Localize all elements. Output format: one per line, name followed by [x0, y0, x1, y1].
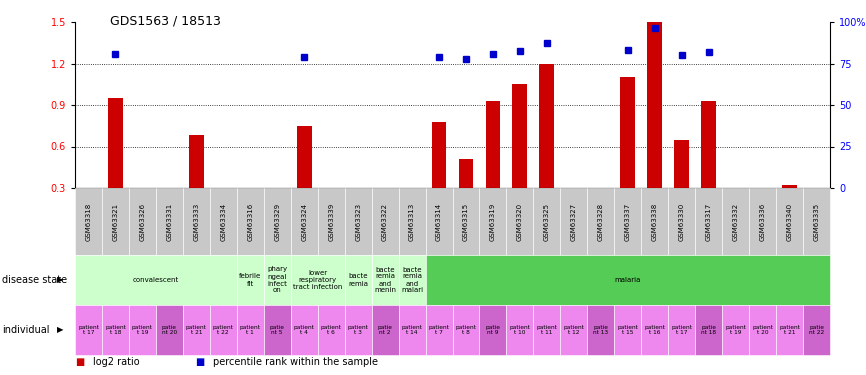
Text: patient
t 19: patient t 19: [132, 325, 152, 335]
Text: ■: ■: [75, 357, 84, 367]
Bar: [297, 126, 312, 188]
Text: patient
t 21: patient t 21: [186, 325, 207, 335]
Text: individual: individual: [2, 325, 49, 335]
Text: ▶: ▶: [57, 326, 63, 334]
Text: patient
t 21: patient t 21: [779, 325, 800, 335]
Text: GSM63339: GSM63339: [328, 202, 334, 241]
Bar: [431, 122, 447, 188]
Bar: [540, 63, 554, 188]
Text: GSM63321: GSM63321: [113, 202, 119, 241]
Text: patie
nt 2: patie nt 2: [378, 325, 392, 335]
Text: log2 ratio: log2 ratio: [93, 357, 139, 367]
Text: patient
t 10: patient t 10: [509, 325, 530, 335]
Text: GSM63322: GSM63322: [382, 202, 388, 240]
Text: GSM63323: GSM63323: [355, 202, 361, 241]
Text: percentile rank within the sample: percentile rank within the sample: [213, 357, 378, 367]
Text: bacte
remia
and
menin: bacte remia and menin: [374, 267, 396, 294]
Text: bacte
remia: bacte remia: [348, 273, 368, 286]
Text: patient
t 8: patient t 8: [456, 325, 476, 335]
Text: GSM63320: GSM63320: [517, 202, 523, 241]
Text: patie
nt 5: patie nt 5: [269, 325, 285, 335]
Text: GSM63335: GSM63335: [813, 202, 819, 241]
Text: patient
t 12: patient t 12: [564, 325, 585, 335]
Bar: [513, 84, 527, 188]
Text: GSM63327: GSM63327: [571, 202, 577, 241]
Text: GSM63325: GSM63325: [544, 202, 550, 240]
Text: patient
t 4: patient t 4: [294, 325, 314, 335]
Text: patient
t 18: patient t 18: [105, 325, 126, 335]
Text: malaria: malaria: [615, 277, 641, 283]
Bar: [189, 135, 204, 188]
Text: patient
t 15: patient t 15: [617, 325, 638, 335]
Text: patient
t 17: patient t 17: [78, 325, 99, 335]
Text: ▶: ▶: [57, 276, 63, 285]
Text: lower
respiratory
tract infection: lower respiratory tract infection: [293, 270, 342, 290]
Bar: [647, 22, 662, 188]
Text: GSM63334: GSM63334: [220, 202, 226, 241]
Text: GSM63338: GSM63338: [652, 202, 658, 241]
Text: GDS1563 / 18513: GDS1563 / 18513: [110, 14, 221, 27]
Bar: [620, 77, 635, 188]
Text: patie
nt 9: patie nt 9: [486, 325, 501, 335]
Text: GSM63313: GSM63313: [409, 202, 415, 241]
Text: GSM63314: GSM63314: [436, 202, 442, 241]
Text: GSM63336: GSM63336: [759, 202, 766, 241]
Text: convalescent: convalescent: [132, 277, 179, 283]
Bar: [701, 101, 716, 188]
Bar: [108, 98, 123, 188]
Text: bacte
remia
and
malari: bacte remia and malari: [401, 267, 423, 294]
Text: GSM63337: GSM63337: [624, 202, 630, 241]
Text: GSM63317: GSM63317: [706, 202, 712, 241]
Text: patie
nt 22: patie nt 22: [809, 325, 824, 335]
Text: GSM63315: GSM63315: [463, 202, 469, 241]
Text: disease state: disease state: [2, 275, 68, 285]
Text: GSM63324: GSM63324: [301, 202, 307, 240]
Text: GSM63330: GSM63330: [679, 202, 685, 241]
Text: patie
nt 13: patie nt 13: [593, 325, 609, 335]
Bar: [782, 185, 797, 188]
Text: GSM63340: GSM63340: [786, 202, 792, 241]
Text: patient
t 6: patient t 6: [320, 325, 341, 335]
Text: patient
t 1: patient t 1: [240, 325, 261, 335]
Text: patient
t 17: patient t 17: [671, 325, 692, 335]
Text: febrile
fit: febrile fit: [239, 273, 262, 286]
Bar: [486, 101, 501, 188]
Text: patient
t 3: patient t 3: [347, 325, 369, 335]
Text: GSM63333: GSM63333: [193, 202, 199, 241]
Text: GSM63319: GSM63319: [490, 202, 496, 241]
Text: patient
t 14: patient t 14: [402, 325, 423, 335]
Text: ■: ■: [195, 357, 204, 367]
Bar: [675, 140, 689, 188]
Text: patie
nt 18: patie nt 18: [701, 325, 716, 335]
Text: patient
t 19: patient t 19: [725, 325, 746, 335]
Text: phary
ngeal
infect
on: phary ngeal infect on: [268, 267, 288, 294]
Text: patient
t 20: patient t 20: [753, 325, 773, 335]
Bar: [459, 159, 474, 188]
Text: GSM63329: GSM63329: [275, 202, 281, 241]
Text: patient
t 11: patient t 11: [536, 325, 558, 335]
Text: GSM63332: GSM63332: [733, 202, 739, 241]
Text: patient
t 16: patient t 16: [644, 325, 665, 335]
Text: patie
nt 20: patie nt 20: [162, 325, 177, 335]
Text: GSM63326: GSM63326: [139, 202, 145, 241]
Text: GSM63328: GSM63328: [598, 202, 604, 241]
Text: patient
t 22: patient t 22: [213, 325, 234, 335]
Text: GSM63316: GSM63316: [248, 202, 253, 241]
Text: GSM63318: GSM63318: [86, 202, 92, 241]
Text: patient
t 7: patient t 7: [429, 325, 449, 335]
Text: GSM63331: GSM63331: [166, 202, 172, 241]
